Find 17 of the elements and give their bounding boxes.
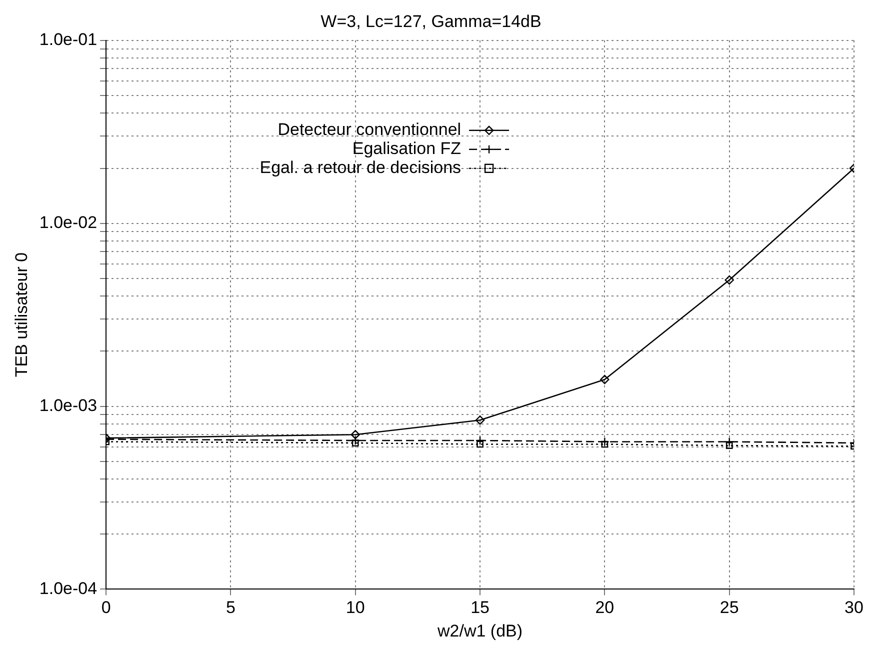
legend-label: Egalisation FZ [352,139,462,158]
legend-label: Egal. a retour de decisions [260,158,462,178]
x-tick-label: 30 [844,598,864,618]
legend-label: Detecteur conventionnel [278,120,462,140]
x-tick-label: 15 [470,598,490,618]
x-tick-label: 10 [346,598,365,618]
x-axis-title: w2/w1 (dB) [436,621,523,640]
y-tick-label: 1.0e-01 [39,30,98,50]
y-tick-label: 1.0e-03 [39,396,98,415]
y-tick-label: 1.0e-04 [39,578,98,598]
chart-title: W=3, Lc=127, Gamma=14dB [320,12,542,31]
x-tick-label: 25 [720,598,739,618]
y-tick-label: 1.0e-02 [39,213,98,232]
x-tick-label: 5 [226,598,236,618]
x-tick-label: 20 [595,598,614,618]
x-tick-label: 0 [101,598,111,618]
y-axis-title: TEB utilisateur 0 [12,252,31,378]
